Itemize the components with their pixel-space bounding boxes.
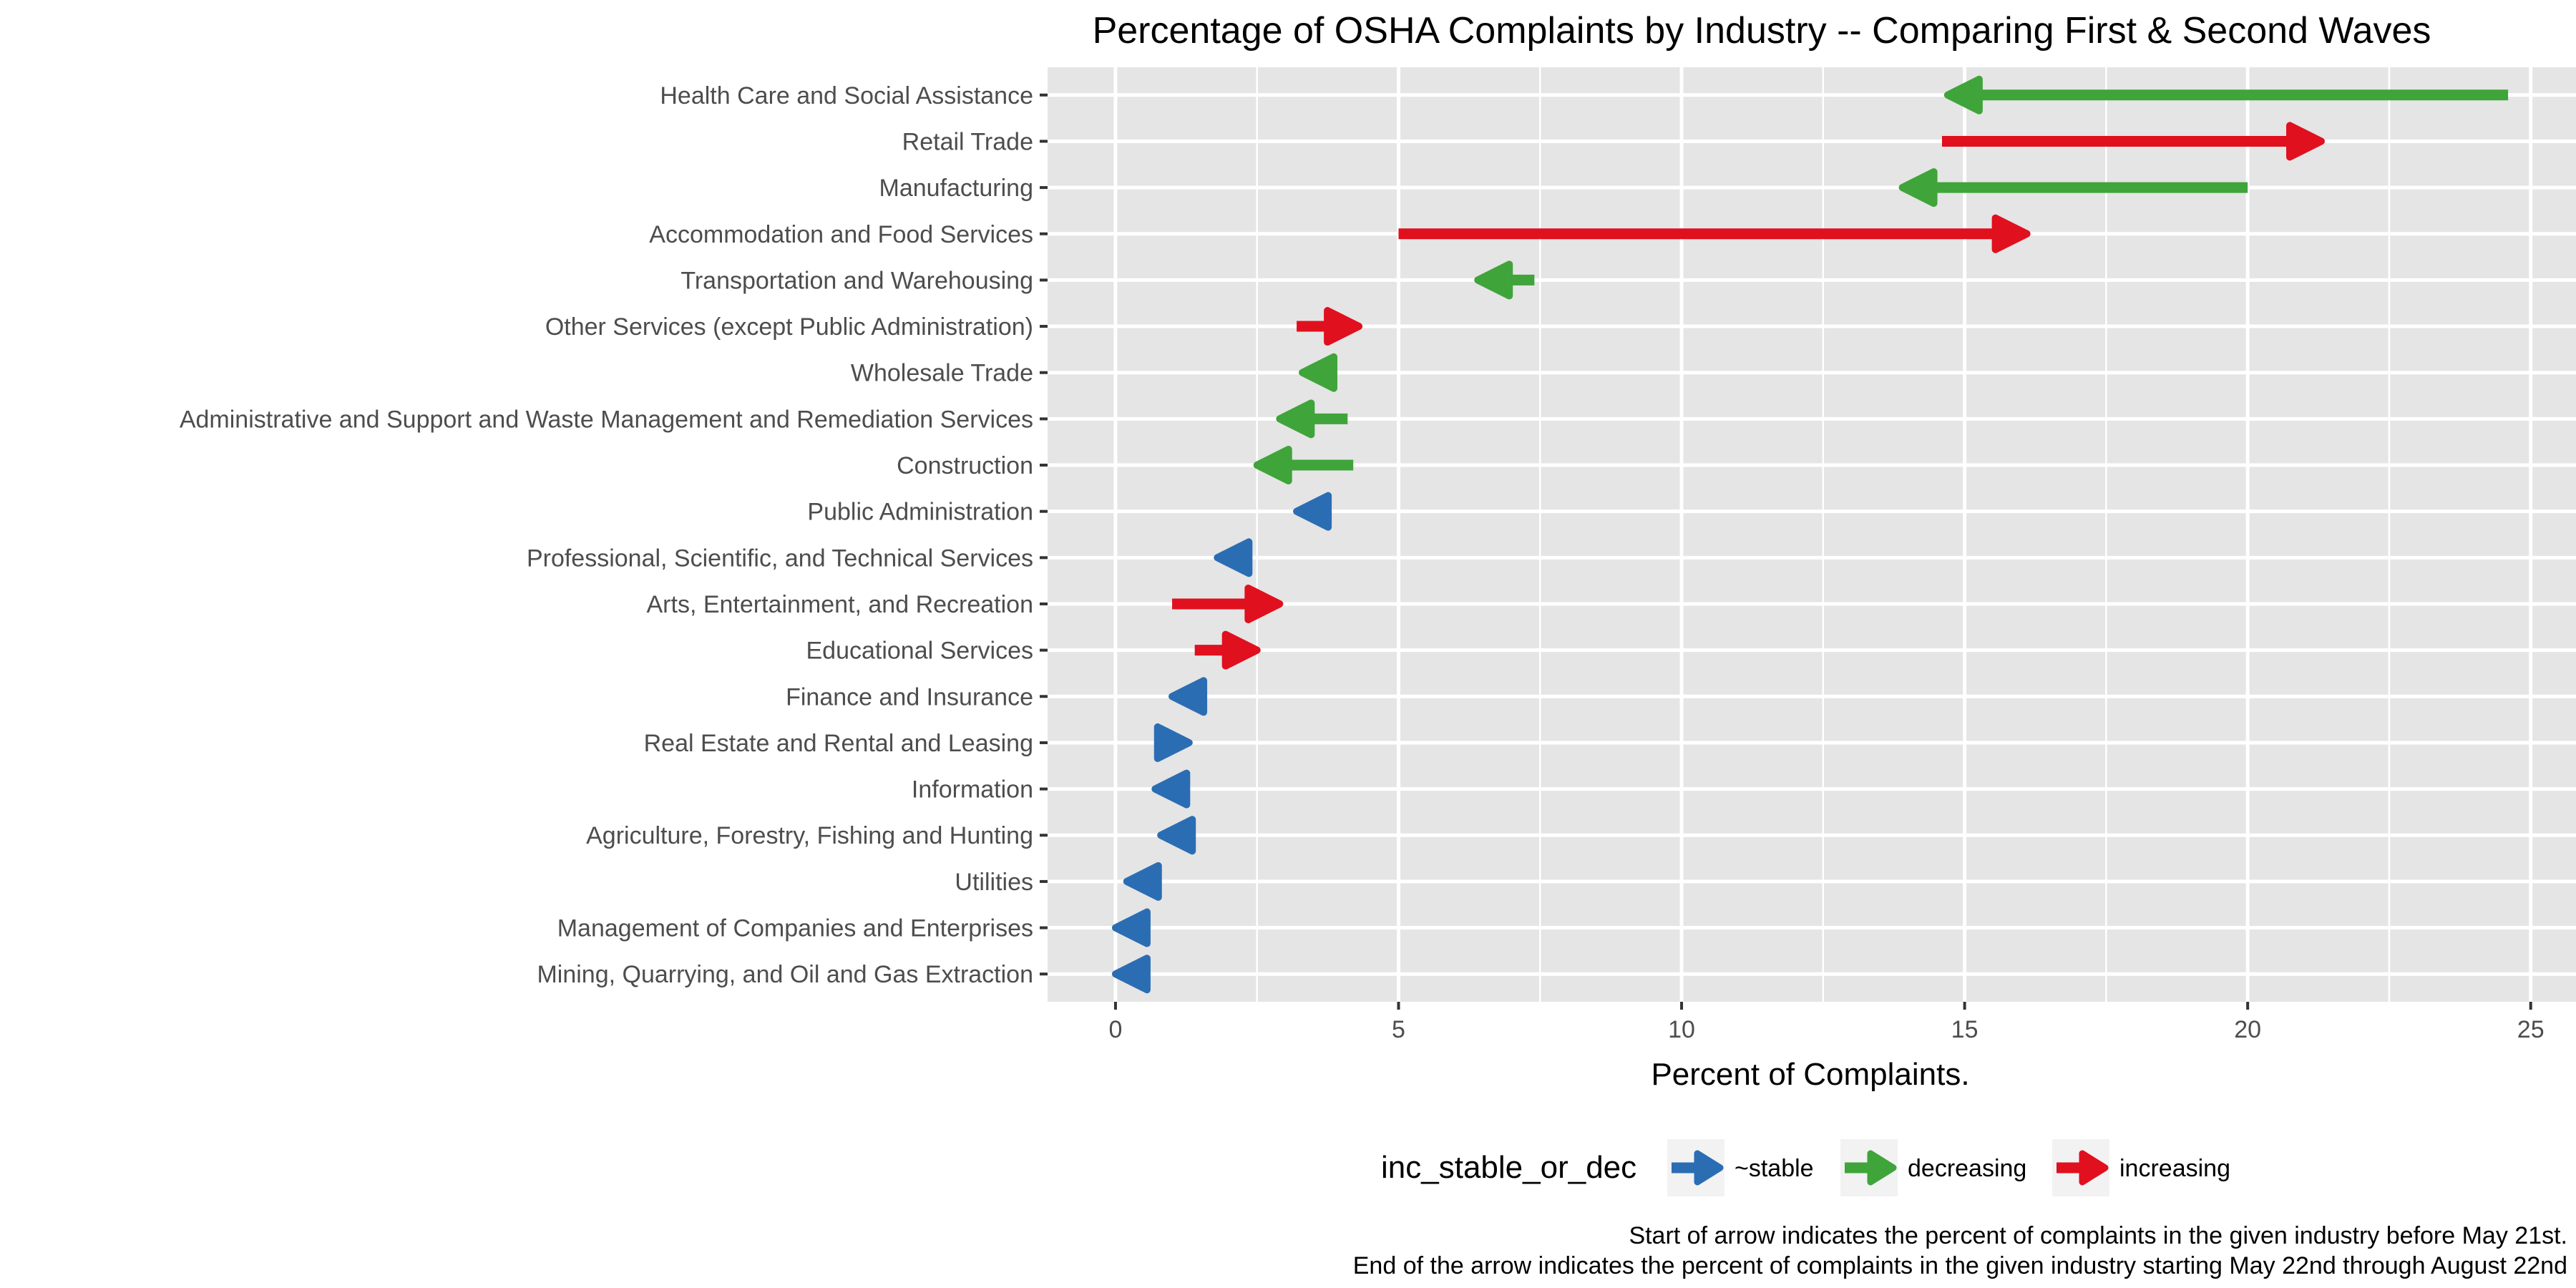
- arrow-head: [1276, 399, 1315, 439]
- arrow-decreasing: [1276, 399, 1348, 439]
- legend-item-stable: ~stable: [1667, 1139, 1814, 1196]
- y-tick-label: Finance and Insurance: [786, 683, 1033, 711]
- y-axis: Health Care and Social Assistance Retail …: [180, 82, 1048, 988]
- arrow-head: [1474, 260, 1513, 300]
- arrow-head: [1221, 630, 1261, 670]
- arrow-head: [1299, 353, 1337, 392]
- chart-title: Percentage of OSHA Complaints by Industr…: [1093, 10, 2431, 52]
- arrow-stable: [1169, 677, 1208, 716]
- arrow-head: [1111, 908, 1151, 947]
- arrow-stable: [1293, 492, 1332, 531]
- arrow-increasing: [1297, 307, 1363, 346]
- legend-arrow-head: [2079, 1150, 2109, 1186]
- legend-label: decreasing: [1908, 1155, 2026, 1182]
- arrow-stable: [1157, 816, 1196, 855]
- arrow-head: [1214, 538, 1253, 577]
- legend-title: inc_stable_or_dec: [1381, 1150, 1636, 1185]
- arrow-head: [1898, 168, 1938, 208]
- y-tick-label: Real Estate and Rental and Leasing: [644, 730, 1033, 757]
- y-tick-label: Other Services (except Public Administra…: [545, 313, 1033, 341]
- y-tick-label: Agriculture, Forestry, Fishing and Hunti…: [586, 822, 1033, 849]
- y-tick-label: Educational Services: [806, 638, 1033, 665]
- y-tick-label: Health Care and Social Assistance: [660, 82, 1033, 109]
- x-tick-label: 0: [1108, 1016, 1122, 1043]
- arrow-head: [1943, 75, 1983, 114]
- arrow-increasing: [1941, 122, 2325, 161]
- arrow-stable: [1153, 723, 1193, 762]
- x-tick-label: 15: [1951, 1016, 1979, 1043]
- legend-keys: ~stable decreasing increasing: [1667, 1139, 2230, 1196]
- y-tick-label: Accommodation and Food Services: [649, 221, 1033, 248]
- y-tick-label: Utilities: [955, 869, 1033, 896]
- y-tick-label: Public Administration: [807, 499, 1033, 526]
- y-tick-label: Management of Companies and Enterprises: [557, 915, 1033, 942]
- arrow-head: [1151, 769, 1191, 809]
- x-tick-label: 5: [1392, 1016, 1405, 1043]
- arrow-head: [2286, 122, 2325, 161]
- y-tick-label: Professional, Scientific, and Technical …: [527, 545, 1033, 572]
- arrow-head: [1324, 307, 1363, 346]
- arrow-decreasing: [1299, 353, 1337, 392]
- y-tick-label: Construction: [897, 452, 1033, 479]
- arrow-stable: [1111, 908, 1151, 947]
- arrow-increasing: [1172, 584, 1284, 623]
- legend-label: ~stable: [1735, 1155, 1814, 1182]
- y-tick-label: Arts, Entertainment, and Recreation: [647, 591, 1034, 618]
- arrow-decreasing: [1898, 168, 2248, 208]
- x-axis-title: Percent of Complaints.: [1651, 1057, 1969, 1092]
- arrow-decreasing: [1253, 446, 1354, 485]
- x-tick-label: 25: [2517, 1016, 2545, 1043]
- arrow-stable: [1214, 538, 1253, 577]
- gridlines: [1048, 67, 2576, 1002]
- arrow-head: [1123, 862, 1162, 901]
- y-tick-label: Wholesale Trade: [851, 360, 1033, 387]
- caption-line-1: Start of arrow indicates the percent of …: [1629, 1222, 2567, 1249]
- arrow-head: [1157, 816, 1196, 855]
- plot-panel: [1048, 67, 2576, 1002]
- y-tick-label: Administrative and Support and Waste Man…: [180, 406, 1033, 433]
- y-tick-label: Manufacturing: [879, 175, 1033, 202]
- legend-arrow-head: [1694, 1150, 1724, 1186]
- y-tick-label: Information: [912, 776, 1033, 804]
- caption-line-2: End of the arrow indicates the percent o…: [1353, 1252, 2567, 1279]
- arrow-head: [1111, 955, 1151, 994]
- arrow-decreasing: [1943, 75, 2509, 114]
- legend: inc_stable_or_dec ~stable decreasing incre…: [1381, 1139, 2230, 1196]
- arrow-stable: [1151, 769, 1191, 809]
- legend-arrow-head: [1867, 1150, 1897, 1186]
- arrow-increasing: [1194, 630, 1261, 670]
- y-tick-label: Mining, Quarrying, and Oil and Gas Extra…: [537, 961, 1033, 988]
- arrow-head: [1244, 584, 1284, 623]
- arrow-head: [1169, 677, 1208, 716]
- x-axis: 0 5 10 15 20 25: [1108, 1002, 2545, 1043]
- data-arrows: [1111, 75, 2509, 994]
- x-tick-label: 20: [2234, 1016, 2261, 1043]
- arrow-head: [1153, 723, 1193, 762]
- x-tick-label: 10: [1668, 1016, 1695, 1043]
- arrow-head: [1991, 214, 2031, 253]
- arrow-stable: [1111, 955, 1151, 994]
- arrow-head: [1253, 446, 1292, 485]
- y-tick-label: Retail Trade: [902, 128, 1033, 155]
- arrow-head: [1293, 492, 1332, 531]
- legend-item-increasing: increasing: [2052, 1139, 2230, 1196]
- arrow-increasing: [1398, 214, 2031, 253]
- arrow-stable: [1123, 862, 1162, 901]
- y-tick-label: Transportation and Warehousing: [680, 267, 1033, 294]
- legend-item-decreasing: decreasing: [1840, 1139, 2026, 1196]
- arrow-decreasing: [1474, 260, 1535, 300]
- legend-label: increasing: [2119, 1155, 2230, 1182]
